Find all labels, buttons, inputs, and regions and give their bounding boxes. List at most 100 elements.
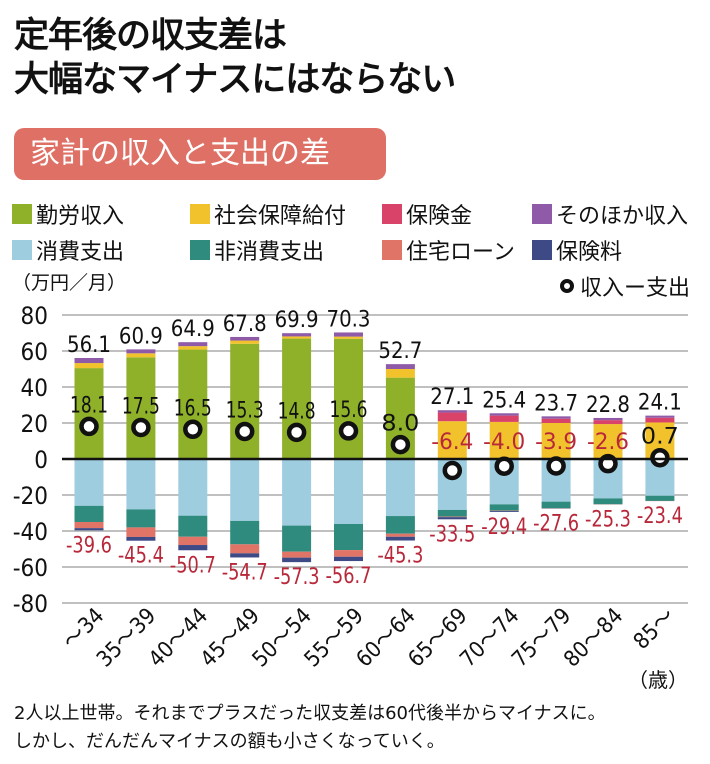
circle-marker-icon	[559, 279, 574, 293]
bar-segment-expense	[74, 459, 104, 506]
bar-segment-expense	[385, 536, 415, 541]
difference-label: 16.5	[174, 396, 212, 421]
legend-item-wage-income: 勤労収入	[12, 198, 190, 230]
income-total-label: 69.9	[275, 308, 319, 333]
bar-segment-income	[489, 413, 519, 416]
y-tick-label: 0	[34, 446, 48, 474]
difference-marker	[338, 421, 359, 441]
bar-segment-expense	[282, 525, 312, 552]
bar-segment-income	[126, 353, 156, 358]
expense-total-label: -45.4	[118, 544, 164, 569]
bar-segment-income	[126, 349, 156, 354]
bar-segment-income	[541, 418, 571, 423]
income-total-label: 56.1	[67, 333, 111, 358]
legend-label: 非消費支出	[214, 240, 325, 265]
legend-item-housing-loan: 住宅ローン	[382, 234, 532, 266]
y-axis-unit-label: （万円／月）	[12, 272, 127, 294]
bar-segment-expense	[334, 459, 363, 524]
y-tick-label: 80	[21, 302, 48, 330]
legend-swatch-icon	[190, 240, 210, 260]
page-title: 定年後の収支差は 大幅なマイナスにはならない	[14, 14, 456, 102]
legend-item-non-consumption: 非消費支出	[190, 234, 382, 266]
difference-marker	[442, 460, 463, 481]
legend-label: 消費支出	[36, 240, 125, 265]
footnote-line-2: しかし、だんだんマイナスの額も小さくなっていく。	[14, 731, 445, 752]
difference-label: 0.7	[641, 425, 679, 450]
legend-swatch-icon	[190, 204, 210, 224]
income-total-label: 70.3	[327, 307, 371, 332]
difference-label: 8.0	[381, 412, 419, 437]
expense-total-label: -45.3	[377, 544, 423, 569]
expense-total-label: -57.3	[274, 565, 320, 590]
bar-segment-expense	[282, 557, 312, 563]
bar-segment-expense	[437, 516, 467, 518]
bar-segment-income	[385, 364, 415, 369]
bar-segment-expense	[437, 517, 467, 520]
title-line-1: 定年後の収支差は	[14, 16, 287, 56]
difference-label: 18.1	[70, 393, 108, 418]
difference-label: 14.8	[278, 399, 316, 424]
bar-segment-expense	[126, 509, 156, 528]
bar-segment-expense	[282, 551, 312, 558]
bar-segment-income	[282, 336, 312, 339]
bar-segment-income	[74, 363, 104, 369]
difference-marker	[183, 419, 203, 440]
bar-segment-expense	[489, 511, 519, 512]
difference-marker	[286, 422, 307, 443]
bar-segment-income	[593, 420, 623, 425]
bar-segment-income	[74, 358, 104, 364]
footnote: 2人以上世帯。それまでプラスだった収支差は60代後半からマイナスに。 しかし、だ…	[14, 700, 704, 756]
difference-label: -4.0	[483, 430, 525, 455]
y-tick-label: -60	[13, 554, 48, 582]
bar-segment-expense	[230, 459, 260, 521]
bar-segment-expense	[178, 545, 208, 551]
difference-marker	[390, 434, 411, 455]
legend-swatch-icon	[382, 204, 402, 224]
expense-total-label: -25.3	[585, 508, 631, 533]
bar-segment-expense	[645, 495, 675, 501]
legend-label: 収入ー支出	[579, 276, 690, 301]
income-total-label: 25.4	[482, 388, 526, 413]
legend-swatch-icon	[382, 240, 402, 260]
bar-segment-income	[437, 412, 467, 422]
bar-segment-income	[489, 421, 519, 459]
legend-swatch-icon	[12, 240, 32, 260]
bar-segment-income	[645, 417, 675, 423]
difference-label: -6.4	[431, 430, 473, 455]
legend-label: そのほか収入	[556, 204, 689, 229]
expense-total-label: -39.6	[66, 533, 112, 558]
difference-label: 17.5	[122, 395, 160, 420]
bar-segment-expense	[178, 515, 208, 537]
income-total-label: 60.9	[119, 324, 163, 349]
chart-subtitle-badge: 家計の収入と支出の差	[14, 128, 386, 180]
y-tick-label: -20	[13, 482, 48, 510]
bar-segment-income	[385, 369, 415, 378]
bar-segment-income	[593, 417, 623, 421]
legend-swatch-icon	[532, 204, 552, 224]
income-total-label: 67.8	[223, 312, 267, 337]
income-total-label: 64.9	[171, 317, 215, 342]
bar-segment-income	[541, 416, 571, 419]
difference-marker	[546, 456, 566, 476]
bar-segment-income	[282, 333, 312, 337]
legend-swatch-icon	[532, 240, 552, 260]
bar-segment-income	[593, 424, 623, 459]
legend-row-expense: 消費支出 非消費支出 住宅ローン 保険料	[12, 232, 702, 268]
legend-label: 保険料	[556, 240, 623, 265]
bar-segment-expense	[230, 544, 260, 554]
difference-label: -3.9	[535, 430, 577, 455]
bar-segment-expense	[334, 556, 363, 562]
income-total-label: 52.7	[378, 339, 422, 364]
income-total-label: 22.8	[586, 393, 630, 418]
y-tick-label: 60	[21, 338, 48, 366]
bar-segment-income	[178, 349, 208, 459]
legend-swatch-icon	[12, 204, 32, 224]
income-total-label: 24.1	[638, 391, 682, 416]
difference-marker	[131, 417, 151, 438]
bar-segment-income	[541, 423, 571, 459]
difference-label: 15.6	[330, 398, 368, 423]
legend-label: 住宅ローン	[406, 240, 515, 265]
footnote-line-1: 2人以上世帯。それまでプラスだった収支差は60代後半からマイナスに。	[14, 703, 606, 724]
legend-row-income: 勤労収入 社会保障給付 保険金 そのほか収入	[12, 196, 702, 232]
bar-segment-expense	[593, 498, 623, 505]
